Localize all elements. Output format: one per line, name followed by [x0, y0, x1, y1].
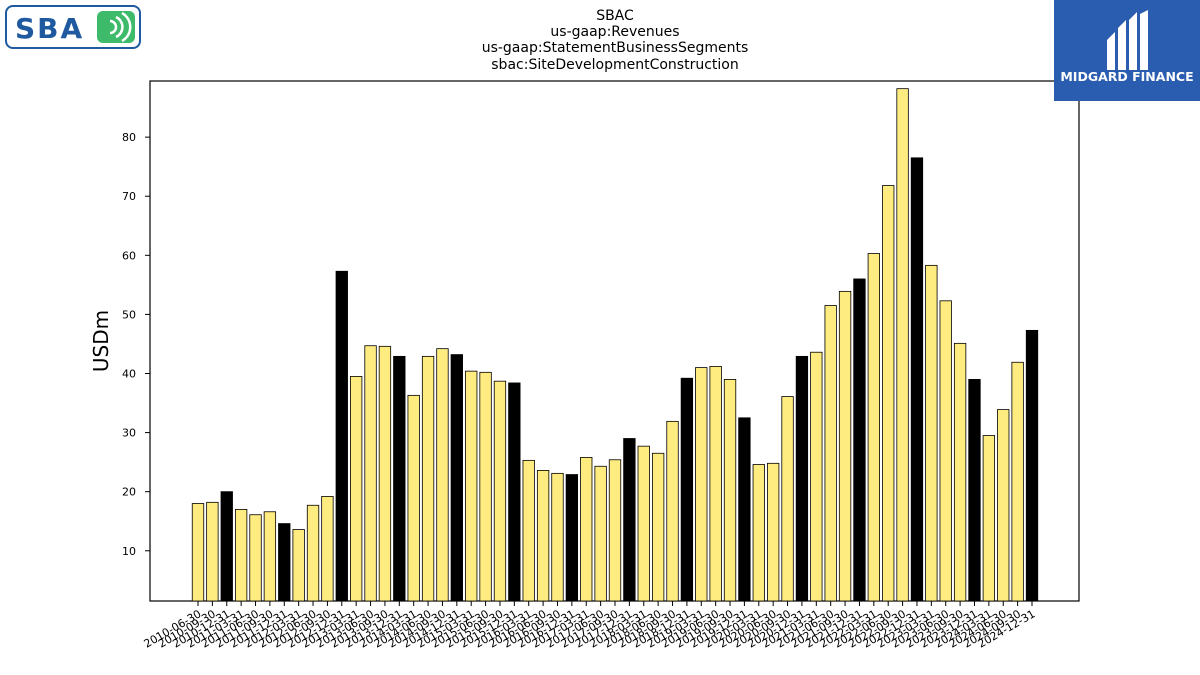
bar-2016-03-31	[522, 459, 535, 602]
bar-2013-06-30	[364, 345, 377, 602]
title-line-3: us-gaap:StatementBusinessSegments	[482, 40, 749, 56]
bar-2022-12-31	[910, 157, 924, 602]
bar-2017-06-30	[594, 465, 607, 602]
bar-2019-06-30	[709, 366, 722, 602]
sba-logo-text: SBA	[15, 12, 84, 45]
bar-2012-12-31	[335, 270, 348, 602]
title-line-2: us-gaap:Revenues	[550, 24, 679, 40]
y-tick-label: 10	[122, 545, 136, 558]
bar-2023-09-30	[953, 342, 967, 602]
y-tick-label: 50	[122, 308, 136, 321]
bar-2019-12-31	[738, 417, 751, 602]
bar-2015-03-31	[465, 370, 478, 602]
sba-logo: SBA	[5, 5, 141, 49]
bar-2024-03-31	[982, 435, 996, 602]
bar-2023-12-31	[968, 379, 981, 602]
midgard-finance-logo: MIDGARD FINANCE	[1054, 0, 1200, 101]
bar-2011-12-31	[278, 523, 291, 602]
bar-2013-03-31	[350, 376, 363, 602]
bar-2014-09-30	[436, 348, 449, 602]
bar-2022-09-30	[896, 88, 909, 602]
bar-2015-12-31	[508, 382, 521, 602]
bar-2010-06-30	[191, 503, 205, 602]
bar-2015-09-30	[493, 380, 507, 602]
bar-2018-12-31	[680, 377, 694, 602]
y-tick-label: 20	[122, 486, 136, 499]
bar-2017-12-31	[623, 438, 636, 602]
midgard-logo-text: MIDGARD FINANCE	[1060, 69, 1193, 84]
bar-2021-09-30	[838, 290, 852, 602]
bar-2014-06-30	[421, 355, 435, 602]
bar-2017-09-30	[608, 459, 622, 602]
bar-2020-06-30	[767, 462, 780, 602]
bar-2013-12-31	[393, 355, 406, 602]
bar-2018-09-30	[666, 420, 679, 602]
bar-2014-12-31	[450, 354, 463, 602]
title-line-4: sbac:SiteDevelopmentConstruction	[491, 57, 738, 73]
bar-2017-03-31	[580, 457, 593, 602]
y-tick-label: 70	[122, 190, 136, 203]
bar-2021-03-31	[810, 351, 823, 602]
bar-2011-06-30	[249, 514, 262, 602]
bar-2018-06-30	[651, 452, 665, 602]
bar-2019-03-31	[695, 367, 708, 602]
bar-2024-09-30	[1011, 361, 1024, 602]
y-tick-label: 40	[122, 368, 136, 381]
bar-2014-03-31	[407, 394, 420, 602]
bar-2016-09-30	[551, 472, 564, 602]
bar-series	[191, 88, 1039, 602]
bar-2020-09-30	[781, 396, 794, 602]
bar-2024-12-31	[1025, 329, 1039, 602]
bar-2010-09-30	[206, 501, 219, 602]
bar-2012-06-30	[306, 504, 320, 602]
bar-2024-06-30	[997, 409, 1010, 602]
chart-title: SBAC us-gaap:Revenues us-gaap:StatementB…	[482, 8, 749, 73]
bar-2016-06-30	[536, 470, 550, 602]
bar-2010-12-31	[220, 491, 233, 602]
bar-2021-12-31	[853, 278, 866, 602]
midgard-emblem-icon	[1107, 10, 1148, 70]
bar-2020-12-31	[795, 355, 809, 602]
bar-2011-09-30	[263, 511, 277, 602]
bar-2015-06-30	[479, 371, 492, 602]
bar-2023-03-31	[925, 264, 938, 602]
y-tick-label: 80	[122, 131, 136, 144]
bar-2012-09-30	[321, 496, 334, 602]
bar-2020-03-31	[752, 464, 765, 602]
bar-2018-03-31	[637, 445, 650, 602]
title-line-1: SBAC	[596, 8, 634, 24]
bar-2023-06-30	[939, 300, 952, 602]
y-tick-label: 30	[122, 427, 136, 440]
x-axis: 2010-06-302010-09-302010-12-312011-03-31…	[142, 601, 1038, 651]
bar-2012-03-31	[292, 529, 305, 602]
bar-2022-03-31	[867, 253, 880, 602]
bar-2016-12-31	[565, 474, 579, 602]
y-axis-label: USDm	[89, 310, 113, 372]
bar-2013-09-30	[378, 345, 392, 602]
bar-2022-06-30	[882, 185, 895, 602]
y-axis: 10 20 30 40 50 60 70 80	[122, 131, 150, 558]
bar-2021-06-30	[824, 305, 837, 602]
y-tick-label: 60	[122, 249, 136, 262]
bar-2019-09-30	[723, 379, 737, 602]
bar-2011-03-31	[234, 509, 248, 602]
